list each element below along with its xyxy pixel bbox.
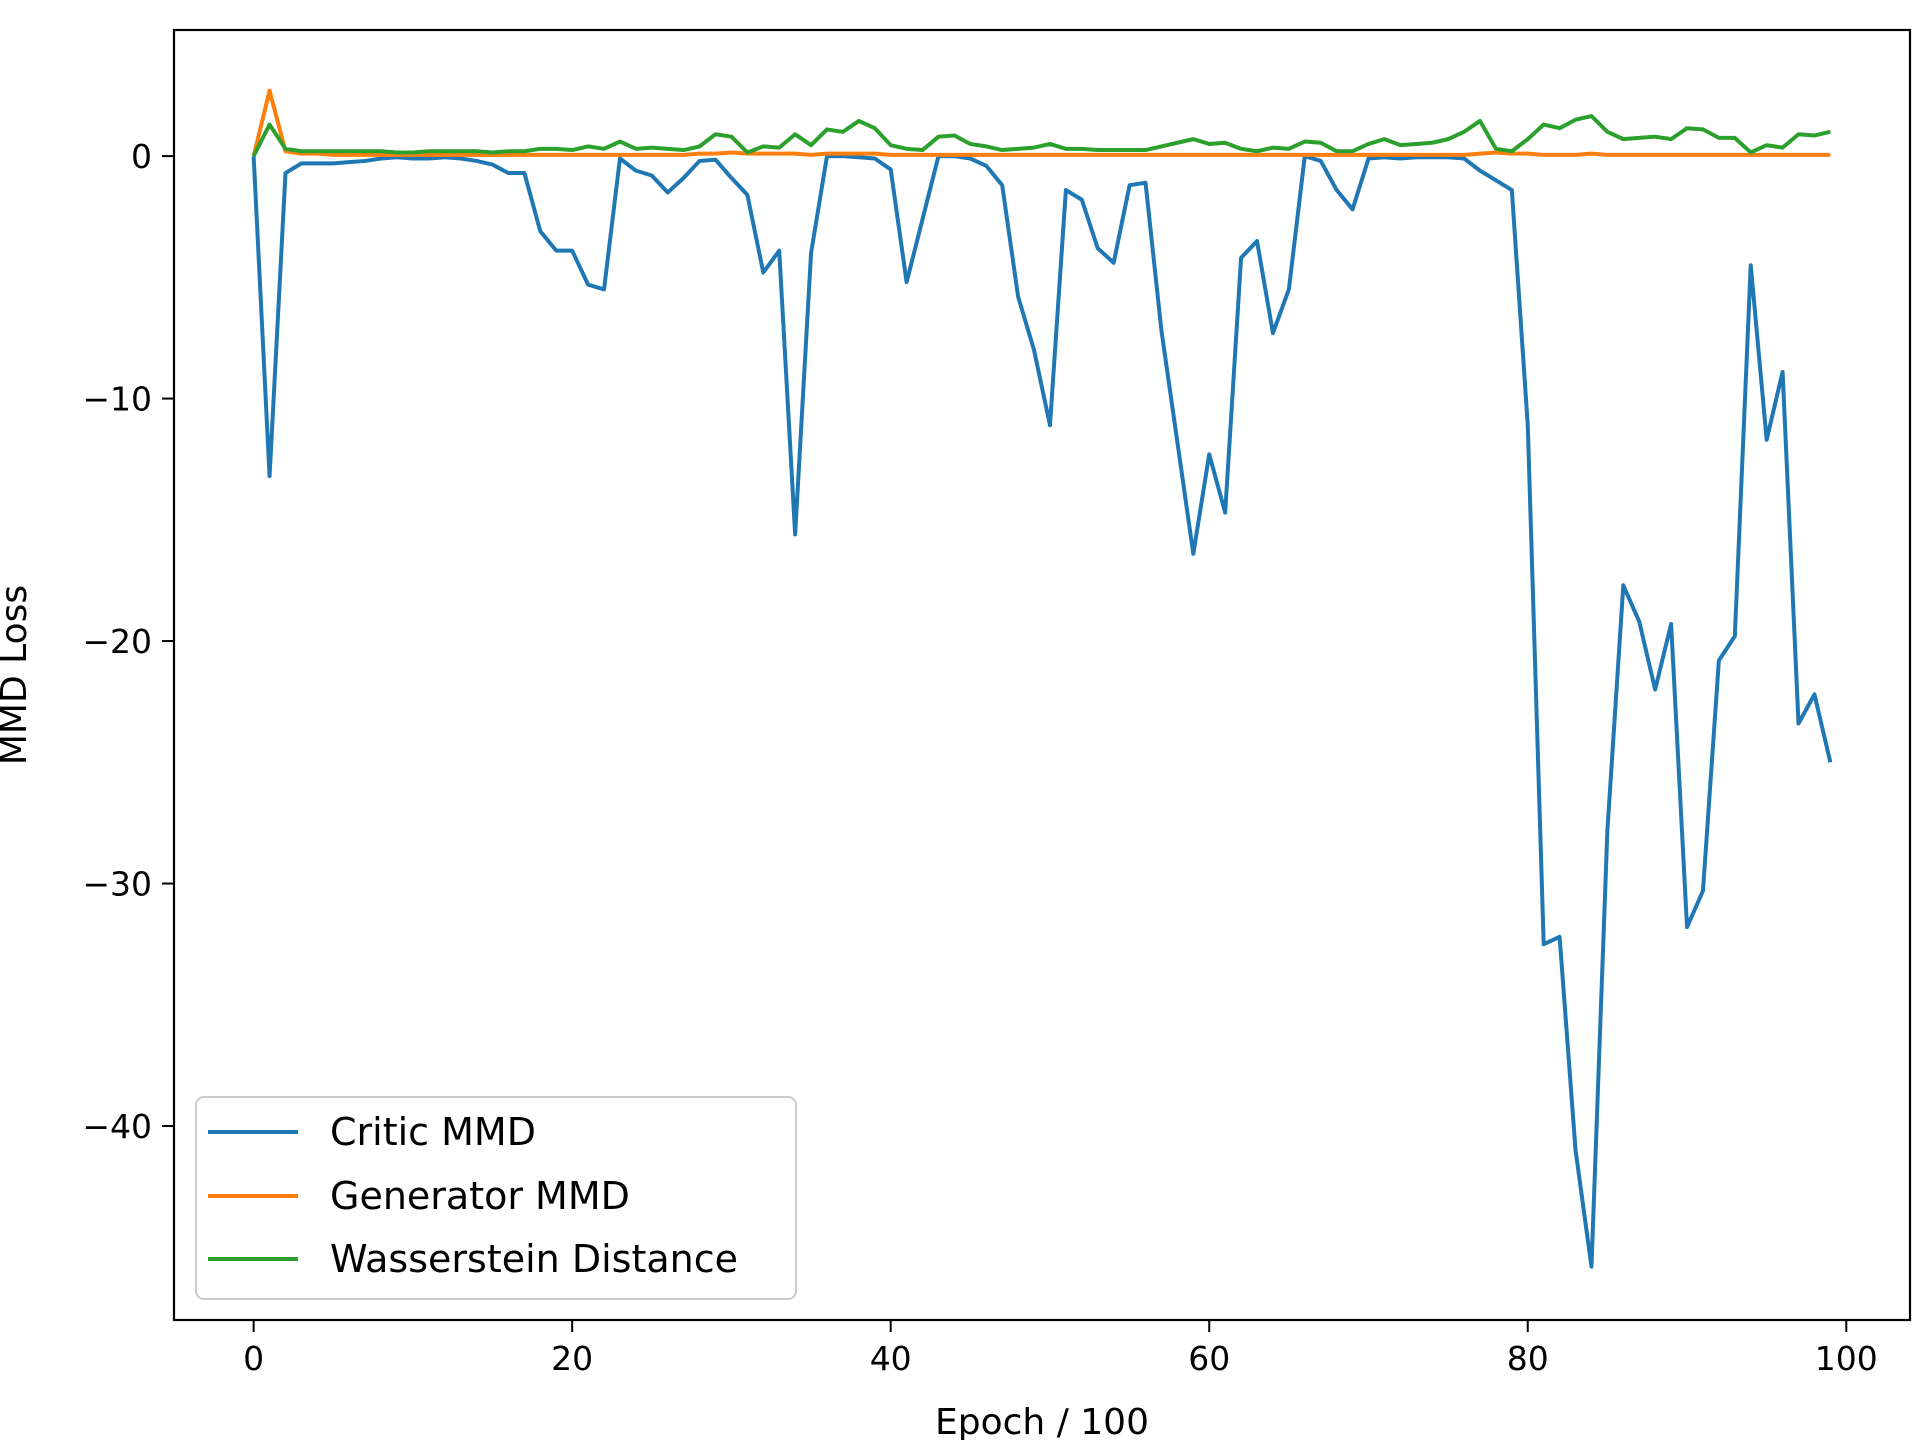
legend-label-critic-mmd: Critic MMD: [330, 1110, 536, 1154]
y-tick-label: −40: [82, 1107, 152, 1146]
x-tick-label: 60: [1188, 1339, 1230, 1378]
x-tick-label: 0: [243, 1339, 264, 1378]
series-line-critic-mmd: [251, 154, 1833, 1269]
y-axis-ticks: 0 −10 −20 −30 −40: [82, 137, 174, 1146]
plot-area-frame: [172, 28, 1912, 1322]
x-tick-label: 20: [551, 1339, 593, 1378]
legend-box: [195, 1096, 797, 1300]
y-tick-label: −30: [82, 865, 152, 904]
x-axis-ticks: 0 20 40 60 80 100: [243, 1320, 1878, 1378]
y-tick-label: −20: [82, 622, 152, 661]
y-tick-label: −10: [82, 380, 152, 419]
y-tick-label: 0: [131, 137, 152, 176]
legend-label-generator-mmd: Generator MMD: [330, 1174, 630, 1218]
x-axis-label: Epoch / 100: [935, 1402, 1149, 1440]
y-axis-label: MMD Loss: [0, 585, 35, 765]
x-tick-label: 40: [870, 1339, 912, 1378]
x-tick-label: 80: [1507, 1339, 1549, 1378]
legend: Critic MMD Generator MMD Wasserstein Dis…: [195, 1096, 797, 1300]
series-line-generator-mmd: [251, 88, 1831, 157]
legend-label-wasserstein-distance: Wasserstein Distance: [330, 1237, 738, 1281]
series-line-wasserstein-distance: [251, 114, 1831, 157]
x-tick-label: 100: [1815, 1339, 1878, 1378]
series-layer: [251, 88, 1833, 1269]
